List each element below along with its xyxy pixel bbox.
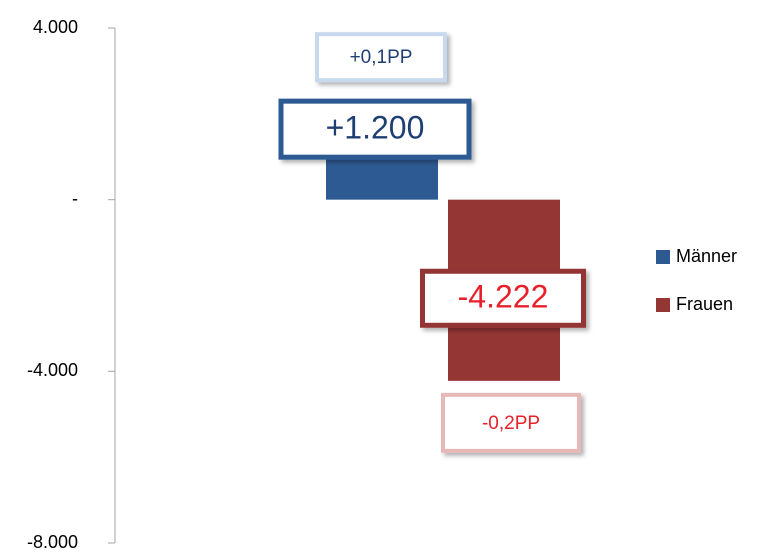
legend-swatch (656, 250, 670, 264)
value-label: -4.222 (458, 279, 549, 315)
value-label-box (278, 98, 472, 160)
legend-label: Frauen (676, 294, 733, 314)
value-label: +1.200 (326, 110, 425, 146)
change-label: -0,2PP (482, 413, 540, 434)
change-label-box (315, 32, 447, 83)
y-tick-label: -4.000 (27, 360, 78, 380)
y-tick-label: -8.000 (27, 532, 78, 552)
legend-label: Männer (676, 246, 737, 266)
value-label-box (420, 268, 586, 328)
legend-swatch (656, 298, 670, 312)
y-tick-label: - (72, 188, 78, 208)
y-tick-label: 4.000 (33, 17, 78, 37)
change-label: +0,1PP (350, 47, 413, 68)
change-label-box (441, 392, 581, 453)
